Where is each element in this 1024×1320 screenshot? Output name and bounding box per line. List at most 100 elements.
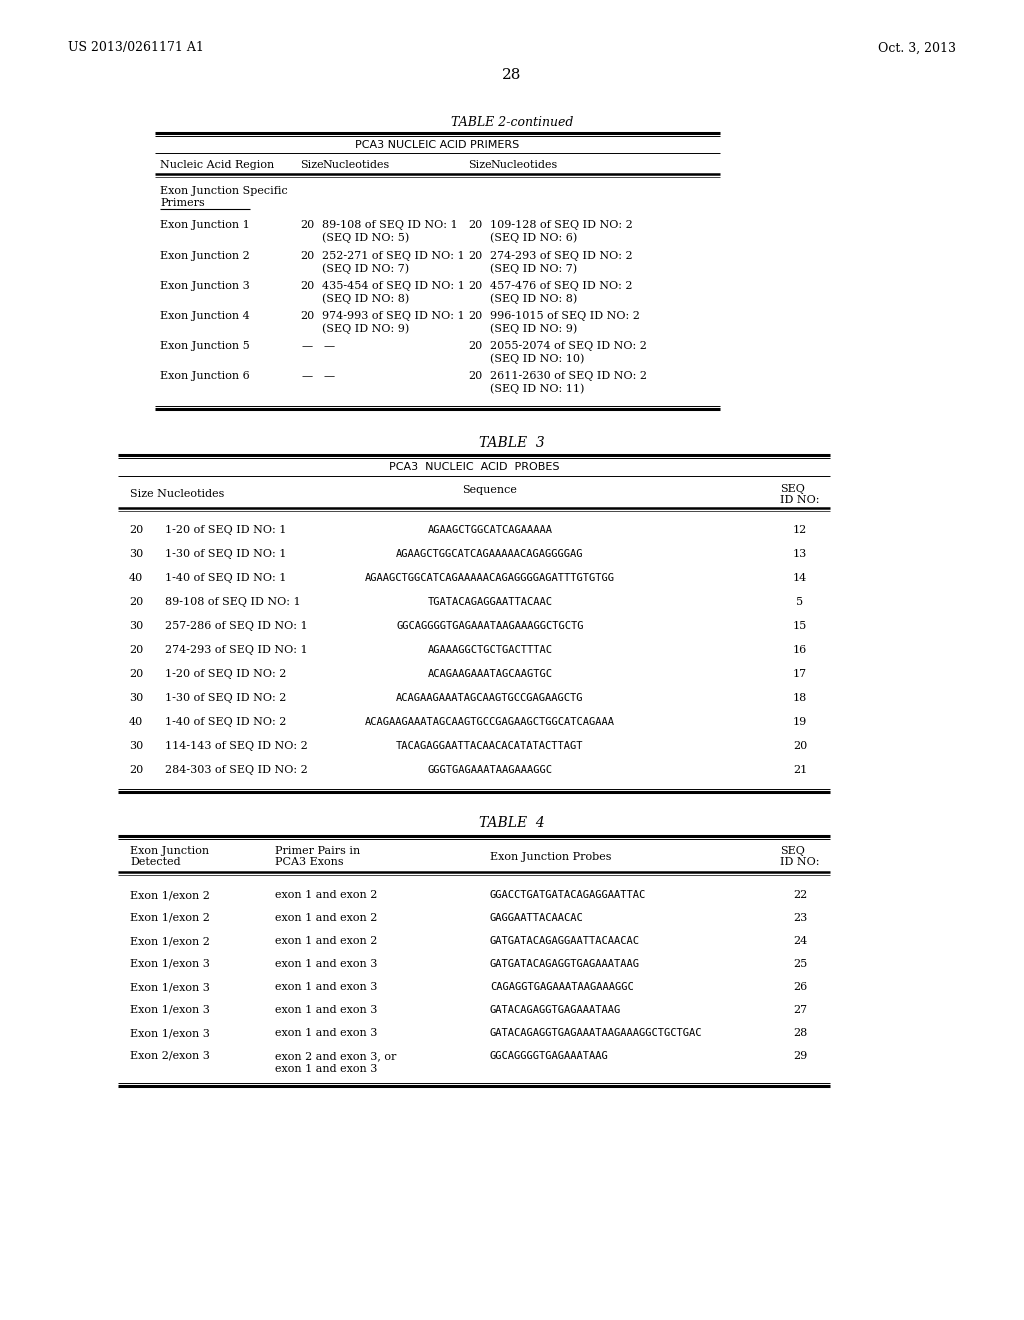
- Text: Exon 1/exon 3: Exon 1/exon 3: [130, 1005, 210, 1015]
- Text: (SEQ ID NO: 8): (SEQ ID NO: 8): [490, 294, 578, 305]
- Text: Exon Junction 6: Exon Junction 6: [160, 371, 250, 381]
- Text: 27: 27: [793, 1005, 807, 1015]
- Text: Exon 2/exon 3: Exon 2/exon 3: [130, 1051, 210, 1061]
- Text: 26: 26: [793, 982, 807, 993]
- Text: 257-286 of SEQ ID NO: 1: 257-286 of SEQ ID NO: 1: [165, 620, 307, 631]
- Text: Size: Size: [468, 160, 492, 170]
- Text: 1-30 of SEQ ID NO: 1: 1-30 of SEQ ID NO: 1: [165, 549, 287, 558]
- Text: 89-108 of SEQ ID NO: 1: 89-108 of SEQ ID NO: 1: [165, 597, 301, 607]
- Text: 274-293 of SEQ ID NO: 1: 274-293 of SEQ ID NO: 1: [165, 645, 307, 655]
- Text: Exon Junction 1: Exon Junction 1: [160, 220, 250, 230]
- Text: 13: 13: [793, 549, 807, 558]
- Text: Nucleic Acid Region: Nucleic Acid Region: [160, 160, 274, 170]
- Text: exon 1 and exon 2: exon 1 and exon 2: [275, 913, 378, 923]
- Text: GATACAGAGGTGAGAAATAAGAAAGGCTGCTGAC: GATACAGAGGTGAGAAATAAGAAAGGCTGCTGAC: [490, 1028, 702, 1038]
- Text: 20: 20: [300, 281, 314, 290]
- Text: TABLE  3: TABLE 3: [479, 436, 545, 450]
- Text: 20: 20: [300, 251, 314, 261]
- Text: —: —: [302, 341, 313, 351]
- Text: (SEQ ID NO: 9): (SEQ ID NO: 9): [322, 323, 410, 334]
- Text: 20: 20: [468, 341, 482, 351]
- Text: 974-993 of SEQ ID NO: 1: 974-993 of SEQ ID NO: 1: [322, 312, 465, 321]
- Text: GGACCTGATGATACAGAGGAATTAC: GGACCTGATGATACAGAGGAATTAC: [490, 890, 646, 900]
- Text: 20: 20: [468, 220, 482, 230]
- Text: Exon Junction 5: Exon Junction 5: [160, 341, 250, 351]
- Text: 20: 20: [300, 312, 314, 321]
- Text: AGAAGCTGGCATCAGAAAAACAGAGGGGAG: AGAAGCTGGCATCAGAAAAACAGAGGGGAG: [396, 549, 584, 558]
- Text: 114-143 of SEQ ID NO: 2: 114-143 of SEQ ID NO: 2: [165, 741, 308, 751]
- Text: ACAGAAGAAATAGCAAGTGCCGAGAAGCTGGCATCAGAAA: ACAGAAGAAATAGCAAGTGCCGAGAAGCTGGCATCAGAAA: [365, 717, 615, 727]
- Text: —: —: [324, 341, 335, 351]
- Text: Exon 1/exon 2: Exon 1/exon 2: [130, 890, 210, 900]
- Text: GGCAGGGGTGAGAAATAAG: GGCAGGGGTGAGAAATAAG: [490, 1051, 608, 1061]
- Text: Exon Junction 4: Exon Junction 4: [160, 312, 250, 321]
- Text: AGAAGCTGGCATCAGAAAAACAGAGGGGAGATTTGTGTGG: AGAAGCTGGCATCAGAAAAACAGAGGGGAGATTTGTGTGG: [365, 573, 615, 583]
- Text: Detected: Detected: [130, 857, 180, 867]
- Text: 2055-2074 of SEQ ID NO: 2: 2055-2074 of SEQ ID NO: 2: [490, 341, 647, 351]
- Text: Exon Junction 3: Exon Junction 3: [160, 281, 250, 290]
- Text: ACAGAAGAAATAGCAAGTGC: ACAGAAGAAATAGCAAGTGC: [427, 669, 553, 678]
- Text: 20: 20: [468, 281, 482, 290]
- Text: 25: 25: [793, 960, 807, 969]
- Text: Exon 1/exon 3: Exon 1/exon 3: [130, 1028, 210, 1038]
- Text: PCA3  NUCLEIC  ACID  PROBES: PCA3 NUCLEIC ACID PROBES: [389, 462, 559, 473]
- Text: 5: 5: [797, 597, 804, 607]
- Text: 1-40 of SEQ ID NO: 2: 1-40 of SEQ ID NO: 2: [165, 717, 287, 727]
- Text: ID NO:: ID NO:: [780, 857, 819, 867]
- Text: 18: 18: [793, 693, 807, 704]
- Text: 457-476 of SEQ ID NO: 2: 457-476 of SEQ ID NO: 2: [490, 281, 633, 290]
- Text: 20: 20: [129, 669, 143, 678]
- Text: GAGGAATTACAACAC: GAGGAATTACAACAC: [490, 913, 584, 923]
- Text: (SEQ ID NO: 6): (SEQ ID NO: 6): [490, 232, 578, 243]
- Text: 23: 23: [793, 913, 807, 923]
- Text: Size Nucleotides: Size Nucleotides: [130, 488, 224, 499]
- Text: SEQ: SEQ: [780, 846, 805, 855]
- Text: AGAAAGGCTGCTGACTTTAC: AGAAAGGCTGCTGACTTTAC: [427, 645, 553, 655]
- Text: 12: 12: [793, 525, 807, 535]
- Text: 20: 20: [129, 645, 143, 655]
- Text: Exon 1/exon 2: Exon 1/exon 2: [130, 913, 210, 923]
- Text: CAGAGGTGAGAAATAAGAAAGGC: CAGAGGTGAGAAATAAGAAAGGC: [490, 982, 634, 993]
- Text: Exon Junction: Exon Junction: [130, 846, 209, 855]
- Text: ID NO:: ID NO:: [780, 495, 819, 506]
- Text: Primer Pairs in: Primer Pairs in: [275, 846, 360, 855]
- Text: 21: 21: [793, 766, 807, 775]
- Text: 20: 20: [468, 312, 482, 321]
- Text: 40: 40: [129, 573, 143, 583]
- Text: 15: 15: [793, 620, 807, 631]
- Text: 435-454 of SEQ ID NO: 1: 435-454 of SEQ ID NO: 1: [322, 281, 465, 290]
- Text: 109-128 of SEQ ID NO: 2: 109-128 of SEQ ID NO: 2: [490, 220, 633, 230]
- Text: 29: 29: [793, 1051, 807, 1061]
- Text: —: —: [302, 371, 313, 381]
- Text: exon 1 and exon 3: exon 1 and exon 3: [275, 960, 378, 969]
- Text: 30: 30: [129, 549, 143, 558]
- Text: 1-20 of SEQ ID NO: 1: 1-20 of SEQ ID NO: 1: [165, 525, 287, 535]
- Text: 20: 20: [468, 371, 482, 381]
- Text: (SEQ ID NO: 9): (SEQ ID NO: 9): [490, 323, 578, 334]
- Text: TGATACAGAGGAATTACAAC: TGATACAGAGGAATTACAAC: [427, 597, 553, 607]
- Text: 28: 28: [503, 69, 521, 82]
- Text: Size: Size: [300, 160, 324, 170]
- Text: GATACAGAGGTGAGAAATAAG: GATACAGAGGTGAGAAATAAG: [490, 1005, 622, 1015]
- Text: US 2013/0261171 A1: US 2013/0261171 A1: [68, 41, 204, 54]
- Text: Nucleotides: Nucleotides: [490, 160, 557, 170]
- Text: 20: 20: [129, 525, 143, 535]
- Text: 30: 30: [129, 693, 143, 704]
- Text: 19: 19: [793, 717, 807, 727]
- Text: 274-293 of SEQ ID NO: 2: 274-293 of SEQ ID NO: 2: [490, 251, 633, 261]
- Text: Oct. 3, 2013: Oct. 3, 2013: [878, 41, 956, 54]
- Text: TACAGAGGAATTACAACACATATACTTAGT: TACAGAGGAATTACAACACATATACTTAGT: [396, 741, 584, 751]
- Text: exon 2 and exon 3, or: exon 2 and exon 3, or: [275, 1051, 396, 1061]
- Text: 1-30 of SEQ ID NO: 2: 1-30 of SEQ ID NO: 2: [165, 693, 287, 704]
- Text: 1-40 of SEQ ID NO: 1: 1-40 of SEQ ID NO: 1: [165, 573, 287, 583]
- Text: —: —: [324, 371, 335, 381]
- Text: 20: 20: [129, 597, 143, 607]
- Text: (SEQ ID NO: 7): (SEQ ID NO: 7): [490, 264, 578, 275]
- Text: 252-271 of SEQ ID NO: 1: 252-271 of SEQ ID NO: 1: [322, 251, 465, 261]
- Text: PCA3 NUCLEIC ACID PRIMERS: PCA3 NUCLEIC ACID PRIMERS: [355, 140, 519, 150]
- Text: 89-108 of SEQ ID NO: 1: 89-108 of SEQ ID NO: 1: [322, 220, 458, 230]
- Text: GATGATACAGAGGAATTACAACAC: GATGATACAGAGGAATTACAACAC: [490, 936, 640, 946]
- Text: AGAAGCTGGCATCAGAAAAA: AGAAGCTGGCATCAGAAAAA: [427, 525, 553, 535]
- Text: 17: 17: [793, 669, 807, 678]
- Text: 1-20 of SEQ ID NO: 2: 1-20 of SEQ ID NO: 2: [165, 669, 287, 678]
